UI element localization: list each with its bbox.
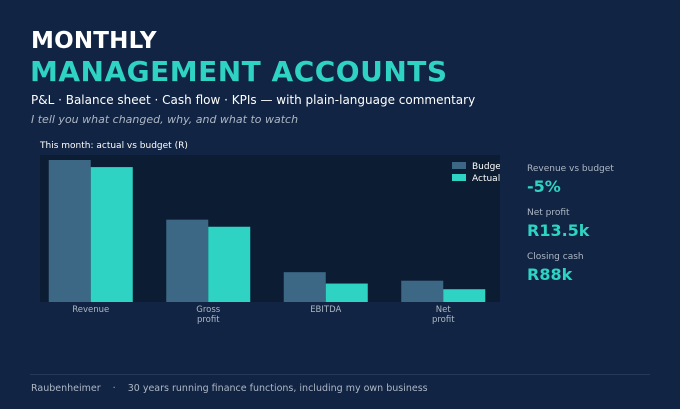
x-tick-label: Net profit: [432, 305, 455, 325]
legend-swatch-budget: [452, 162, 466, 169]
kpi-label: Revenue vs budget: [527, 164, 614, 174]
kpi-net-profit: Net profit R13.5k: [527, 208, 667, 240]
bar-actual-ebitda: [325, 283, 368, 302]
page-title-top: MONTHLY: [31, 28, 157, 54]
kpi-label: Net profit: [527, 208, 570, 218]
legend-swatch-actual: [452, 174, 466, 181]
bar-budget-ebitda: [283, 272, 326, 302]
bar-budget-gross-profit: [166, 219, 209, 302]
author-name: Raubenheimer: [31, 383, 101, 394]
kpi-value: -5%: [527, 177, 561, 196]
kpi-label: Closing cash: [527, 252, 584, 262]
page-title: MANAGEMENT ACCOUNTS: [30, 55, 448, 88]
footer-divider: [30, 374, 650, 375]
kpi-value: R88k: [527, 265, 573, 284]
legend-label-budget: Budget: [472, 162, 500, 172]
bar-actual-gross-profit: [208, 226, 251, 302]
footer: Raubenheimer · 30 years running finance …: [31, 383, 428, 394]
bar-actual-revenue: [90, 167, 133, 302]
chart-title: This month: actual vs budget (R): [40, 141, 188, 151]
bar-budget-net-profit: [401, 280, 444, 302]
tagline: I tell you what changed, why, and what t…: [31, 113, 299, 126]
subtitle: P&L · Balance sheet · Cash flow · KPIs —…: [31, 93, 476, 107]
bar-budget-revenue: [48, 160, 91, 302]
footer-separator: ·: [112, 383, 116, 394]
author-description: 30 years running finance functions, incl…: [127, 383, 428, 394]
bar-actual-net-profit: [443, 289, 486, 302]
x-tick-label: Revenue: [72, 305, 109, 315]
kpi-panel: Revenue vs budget -5% Net profit R13.5k …: [527, 164, 667, 296]
kpi-closing-cash: Closing cash R88k: [527, 252, 667, 284]
kpi-value: R13.5k: [527, 221, 590, 240]
x-tick-label: EBITDA: [310, 305, 341, 315]
x-tick-label: Gross profit: [196, 305, 221, 325]
legend-label-actual: Actual: [472, 174, 500, 184]
kpi-revenue-vs-budget: Revenue vs budget -5%: [527, 164, 667, 196]
